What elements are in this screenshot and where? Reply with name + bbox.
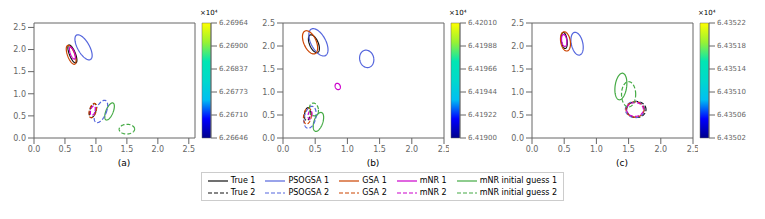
html-text:×10⁴: ×10⁴ <box>698 9 716 17</box>
svg-text:6.43514: 6.43514 <box>717 65 746 73</box>
html-text:PSOGSA 1: PSOGSA 1 <box>288 176 330 185</box>
svg-text:1.0: 1.0 <box>90 145 103 154</box>
svg-text:1.5: 1.5 <box>262 65 275 74</box>
svg-text:2.0: 2.0 <box>405 145 418 154</box>
svg-text:2.5: 2.5 <box>13 23 26 32</box>
svg-text:1.0: 1.0 <box>262 88 275 97</box>
svg-text:0.5: 0.5 <box>309 145 322 154</box>
svg-text:1.0: 1.0 <box>590 145 603 154</box>
svg-text:6.43522: 6.43522 <box>717 19 746 27</box>
svg-text:2.5: 2.5 <box>511 19 524 28</box>
svg-text:0.0: 0.0 <box>526 145 539 154</box>
html-text:(a): (a) <box>117 158 131 168</box>
svg-text:0.0: 0.0 <box>13 134 26 143</box>
html-text:GSA 2: GSA 2 <box>362 188 387 197</box>
svg-text:6.43510: 6.43510 <box>717 88 746 96</box>
svg-text:6.41966: 6.41966 <box>468 65 497 73</box>
svg-text:0.0: 0.0 <box>262 134 275 143</box>
svg-text:6.41900: 6.41900 <box>468 134 497 142</box>
html-text:True 2: True 2 <box>230 188 256 197</box>
html-text:×10⁴: ×10⁴ <box>200 9 218 17</box>
svg-text:2.5: 2.5 <box>262 19 275 28</box>
html-text:True 1: True 1 <box>230 176 256 185</box>
svg-text:6.41922: 6.41922 <box>468 111 497 119</box>
html-text:(c): (c) <box>616 158 628 168</box>
svg-text:0.5: 0.5 <box>558 145 571 154</box>
html-text:mNR 2: mNR 2 <box>419 188 447 197</box>
svg-text:2.5: 2.5 <box>687 145 698 154</box>
svg-text:1.5: 1.5 <box>511 65 524 74</box>
svg-text:1.0: 1.0 <box>341 145 354 154</box>
svg-text:1.5: 1.5 <box>13 67 26 76</box>
svg-text:6.43506: 6.43506 <box>717 111 746 119</box>
html-text:×10⁴: ×10⁴ <box>449 9 467 17</box>
svg-text:1.0: 1.0 <box>511 88 524 97</box>
html-text:mNR initial guess 2: mNR initial guess 2 <box>479 188 558 197</box>
svg-text:1.5: 1.5 <box>373 145 386 154</box>
html-text:PSOGSA 2: PSOGSA 2 <box>288 188 330 197</box>
svg-text:6.26646: 6.26646 <box>219 134 248 142</box>
svg-text:6.43502: 6.43502 <box>717 134 746 142</box>
svg-text:6.43518: 6.43518 <box>717 42 746 50</box>
svg-text:0.0: 0.0 <box>277 145 290 154</box>
html-text:mNR 1: mNR 1 <box>419 176 447 185</box>
svg-text:6.26900: 6.26900 <box>219 42 248 50</box>
svg-text:1.5: 1.5 <box>622 145 635 154</box>
svg-text:2.0: 2.0 <box>151 145 164 154</box>
svg-text:6.26964: 6.26964 <box>219 19 248 27</box>
html-text:GSA 1: GSA 1 <box>362 176 387 185</box>
svg-text:6.41988: 6.41988 <box>468 42 497 50</box>
svg-text:6.26773: 6.26773 <box>219 88 248 96</box>
svg-text:0.0: 0.0 <box>511 134 524 143</box>
svg-text:6.26837: 6.26837 <box>219 65 248 73</box>
svg-text:2.0: 2.0 <box>13 45 26 54</box>
svg-text:2.0: 2.0 <box>654 145 667 154</box>
svg-text:0.5: 0.5 <box>511 111 524 120</box>
svg-text:6.26710: 6.26710 <box>219 111 248 119</box>
svg-text:2.5: 2.5 <box>438 145 449 154</box>
svg-text:0.0: 0.0 <box>28 145 41 154</box>
html-text:(b): (b) <box>366 158 380 168</box>
svg-text:6.41944: 6.41944 <box>468 88 497 96</box>
svg-text:2.5: 2.5 <box>182 145 195 154</box>
svg-text:1.5: 1.5 <box>121 145 134 154</box>
svg-text:2.0: 2.0 <box>511 42 524 51</box>
svg-text:2.0: 2.0 <box>262 42 275 51</box>
html-text:mNR initial guess 1: mNR initial guess 1 <box>479 176 558 185</box>
svg-text:1.0: 1.0 <box>13 90 26 99</box>
svg-text:6.42010: 6.42010 <box>468 19 497 27</box>
svg-text:0.5: 0.5 <box>13 112 26 121</box>
svg-text:0.5: 0.5 <box>59 145 72 154</box>
svg-text:0.5: 0.5 <box>262 111 275 120</box>
